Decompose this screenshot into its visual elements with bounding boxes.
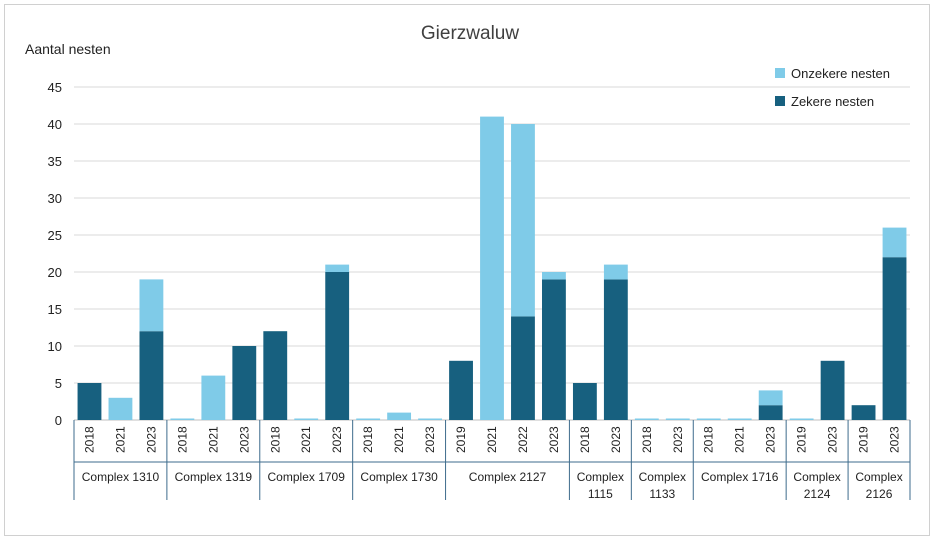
bar-zekere-nesten (232, 346, 257, 420)
bar-zekere-nesten (325, 272, 350, 420)
x-tick-label: 2023 (609, 426, 623, 453)
legend-swatch-onzekere (775, 68, 785, 78)
bar-zekere-nesten (820, 360, 845, 420)
y-tick-label: 5 (55, 376, 62, 391)
x-tick-label: 2018 (175, 426, 189, 453)
x-tick-label: 2023 (888, 426, 902, 453)
bar-onzekere-nesten (882, 227, 907, 258)
x-tick-label: 2019 (795, 426, 809, 453)
group-label: 1115 (588, 487, 613, 501)
group-label: Complex (577, 470, 624, 484)
legend-label-zekere: Zekere nesten (791, 94, 874, 109)
group-label: Complex (855, 470, 902, 484)
bar-zekere-nesten (572, 383, 597, 420)
x-tick-label: 2023 (330, 426, 344, 453)
y-tick-label: 10 (48, 339, 62, 354)
y-tick-label: 40 (48, 117, 62, 132)
bar-zekere-nesten (758, 405, 783, 420)
x-tick-label: 2021 (206, 426, 220, 453)
x-tick-label: 2023 (764, 426, 778, 453)
bar-onzekere-nesten (511, 124, 535, 317)
bar-zekere-nesten (263, 331, 288, 420)
y-tick-label: 45 (48, 80, 62, 95)
x-tick-label: 2018 (640, 426, 654, 453)
x-tick-label: 2023 (547, 426, 561, 453)
bar-zero (294, 418, 319, 420)
bar-onzekere-nesten (758, 390, 783, 406)
y-axis-label: Aantal nesten (25, 41, 111, 57)
y-tick-label: 15 (48, 302, 62, 317)
x-tick-label: 2019 (857, 426, 871, 453)
bar-onzekere-nesten (542, 272, 566, 280)
x-tick-label: 2021 (485, 426, 499, 453)
bars (77, 116, 907, 420)
group-label: Complex 1319 (175, 470, 253, 484)
x-tick-label: 2021 (733, 426, 747, 453)
x-tick-label: 2018 (702, 426, 716, 453)
x-tick-label: 2018 (361, 426, 375, 453)
bar-onzekere-nesten (139, 279, 164, 332)
bar-zekere-nesten (139, 331, 164, 420)
x-tick-label: 2023 (671, 426, 685, 453)
bar-zekere-nesten (603, 279, 628, 420)
y-tick-labels: 0 5 10 15 20 25 30 35 40 45 (48, 80, 62, 428)
bar-zero (665, 418, 690, 420)
group-label: 2126 (866, 487, 893, 501)
bar-zekere-nesten (851, 405, 876, 420)
group-label: Complex 1310 (82, 470, 160, 484)
bar-onzekere-nesten (480, 116, 504, 420)
y-tick-label: 30 (48, 191, 62, 206)
bar-onzekere-nesten (325, 264, 350, 272)
group-label: Complex (639, 470, 686, 484)
bar-zekere-nesten (511, 316, 535, 420)
legend-label-onzekere: Onzekere nesten (791, 66, 890, 81)
x-axis: 2018 2021 2023 2018 2021 2023 2018 2021 2023 2018… (73, 420, 911, 501)
group-label: 2124 (804, 487, 831, 501)
y-tick-label: 0 (55, 413, 62, 428)
group-label: Complex 1709 (268, 470, 346, 484)
chart-frame (4, 4, 930, 536)
bar-zekere-nesten (449, 360, 473, 420)
x-tick-label: 2019 (454, 426, 468, 453)
legend: Onzekere nesten Zekere nesten (775, 66, 890, 109)
bar-onzekere-nesten (201, 375, 226, 420)
group-label: Complex (793, 470, 840, 484)
x-tick-label: 2023 (144, 426, 158, 453)
x-tick-label: 2022 (516, 426, 530, 453)
bar-zero (170, 418, 195, 420)
legend-swatch-zekere (775, 96, 785, 106)
group-label: Complex 1730 (360, 470, 438, 484)
x-tick-label: 2023 (237, 426, 251, 453)
bar-onzekere-nesten (108, 397, 133, 420)
bar-zekere-nesten (882, 257, 907, 420)
bar-onzekere-nesten (387, 412, 412, 420)
bar-onzekere-nesten (603, 264, 628, 280)
x-tick-label: 2021 (392, 426, 406, 453)
bar-zero (634, 418, 659, 420)
x-tick-label: 2023 (826, 426, 840, 453)
chart-title: Gierzwaluw (421, 23, 519, 44)
bar-zero (696, 418, 721, 420)
x-tick-label: 2021 (299, 426, 313, 453)
y-tick-label: 25 (48, 228, 62, 243)
x-tick-label: 2018 (268, 426, 282, 453)
group-label: Complex 2127 (469, 470, 547, 484)
bar-zero (418, 418, 442, 420)
bar-zero (356, 418, 381, 420)
bar-zero (727, 418, 752, 420)
y-tick-label: 35 (48, 154, 62, 169)
x-tick-label: 2021 (113, 426, 127, 453)
bar-zero (789, 418, 814, 420)
group-label: 1133 (649, 487, 675, 501)
x-tick-label: 2023 (423, 426, 437, 453)
x-tick-label: 2018 (578, 426, 592, 453)
group-label: Complex 1716 (701, 470, 779, 484)
bar-zekere-nesten (542, 279, 566, 420)
y-tick-label: 20 (48, 265, 62, 280)
bar-zekere-nesten (77, 383, 102, 420)
x-tick-label: 2018 (82, 426, 96, 453)
